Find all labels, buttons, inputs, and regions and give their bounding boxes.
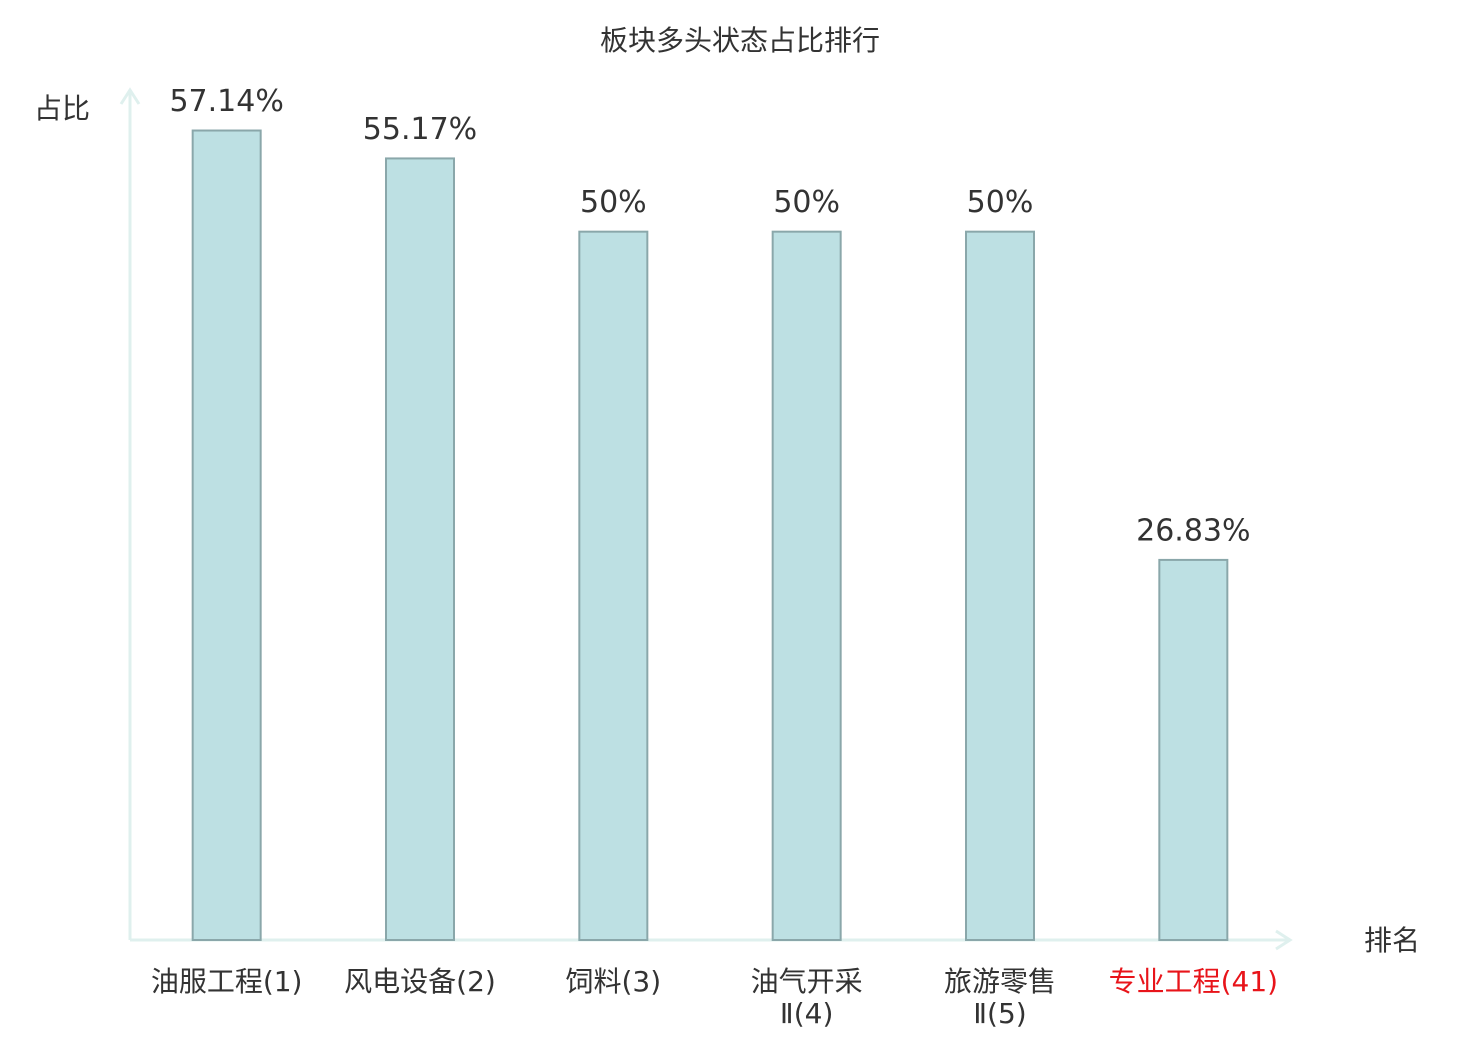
y-axis-arrow xyxy=(119,87,141,105)
x-axis-arrow xyxy=(1275,929,1293,951)
chart-title: 板块多头状态占比排行 xyxy=(600,24,880,57)
x-tick-label: 风电设备(2) xyxy=(344,965,496,998)
value-label: 26.83% xyxy=(1136,513,1250,548)
bar xyxy=(965,230,1035,941)
x-tick-label: 饲料(3) xyxy=(565,965,662,998)
x-tick-label: 旅游零售 Ⅱ(5) xyxy=(943,965,1056,1030)
bar xyxy=(578,230,649,941)
value-label: 57.14% xyxy=(169,84,283,119)
value-label: 50% xyxy=(580,185,647,220)
bar xyxy=(191,129,262,941)
x-tick-label: 油服工程(1) xyxy=(150,965,303,998)
bar xyxy=(1158,558,1229,941)
x-tick-label: 油气开采 Ⅱ(4) xyxy=(750,965,863,1030)
value-label: 55.17% xyxy=(363,112,477,147)
y-axis-label: 占比 xyxy=(34,92,90,125)
value-label: 50% xyxy=(773,185,840,220)
bar xyxy=(771,230,842,941)
bar xyxy=(385,157,455,942)
x-axis-label: 排名 xyxy=(1364,924,1420,957)
value-label: 50% xyxy=(967,185,1034,220)
x-tick-label: 专业工程(41) xyxy=(1108,965,1279,998)
